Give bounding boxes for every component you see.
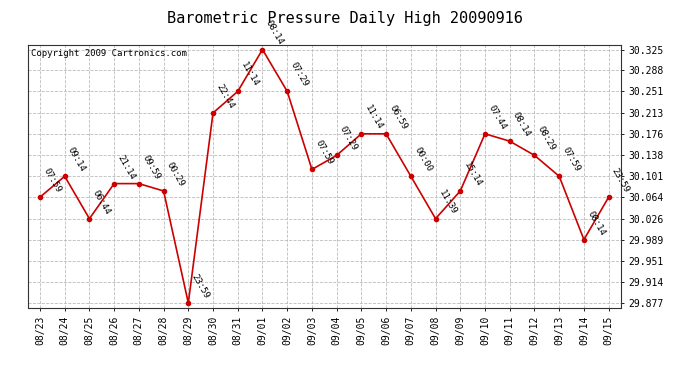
Text: 07:59: 07:59	[313, 139, 335, 166]
Text: 11:14: 11:14	[239, 61, 260, 88]
Text: 07:44: 07:44	[486, 103, 508, 131]
Text: Barometric Pressure Daily High 20090916: Barometric Pressure Daily High 20090916	[167, 11, 523, 26]
Text: 08:14: 08:14	[511, 111, 533, 138]
Text: 21:14: 21:14	[115, 153, 137, 181]
Text: 11:39: 11:39	[437, 188, 458, 216]
Text: 09:14: 09:14	[66, 146, 88, 174]
Text: Copyright 2009 Cartronics.com: Copyright 2009 Cartronics.com	[30, 49, 186, 58]
Text: 09:59: 09:59	[140, 153, 161, 181]
Text: 23:59: 23:59	[190, 272, 211, 300]
Text: 06:44: 06:44	[91, 188, 112, 216]
Text: 07:29: 07:29	[338, 125, 359, 153]
Text: 06:59: 06:59	[388, 103, 408, 131]
Text: 11:14: 11:14	[363, 103, 384, 131]
Text: 08:29: 08:29	[536, 125, 557, 153]
Text: 23:59: 23:59	[610, 166, 631, 194]
Text: 00:00: 00:00	[412, 146, 433, 174]
Text: 07:59: 07:59	[41, 166, 63, 194]
Text: 22:44: 22:44	[215, 82, 236, 110]
Text: 07:29: 07:29	[288, 61, 310, 88]
Text: 08:14: 08:14	[585, 209, 607, 237]
Text: 00:29: 00:29	[165, 160, 186, 188]
Text: 07:59: 07:59	[560, 146, 582, 174]
Text: 08:14: 08:14	[264, 19, 285, 47]
Text: 15:14: 15:14	[462, 160, 483, 188]
